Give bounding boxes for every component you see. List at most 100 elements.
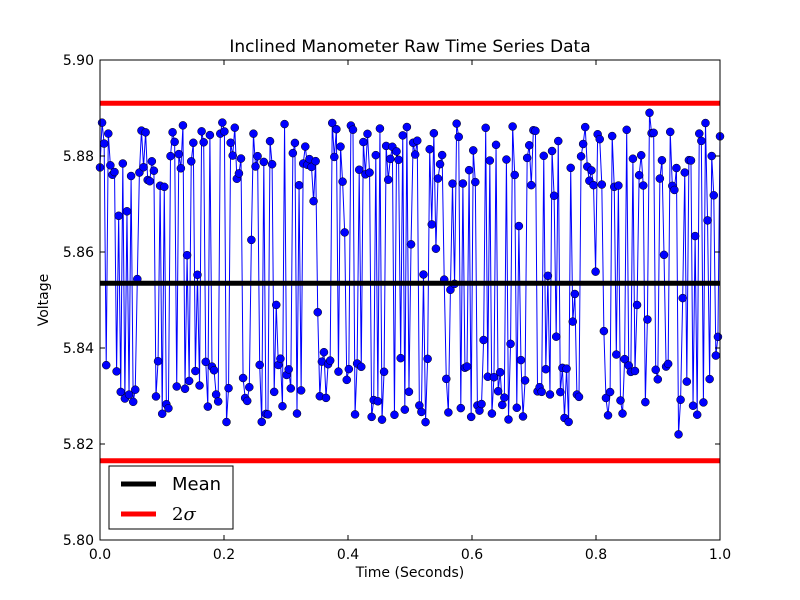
- data-point: [628, 154, 638, 163]
- data-point: [518, 412, 528, 421]
- data-point: [663, 359, 673, 369]
- data-point: [114, 211, 123, 221]
- data-point: [325, 356, 335, 365]
- data-point: [599, 326, 609, 336]
- data-point: [545, 390, 555, 399]
- data-point: [330, 152, 339, 162]
- legend: Mean 2σ: [108, 465, 234, 530]
- data-point: [334, 367, 343, 376]
- data-point: [452, 119, 461, 128]
- data-point: [697, 136, 706, 146]
- data-point: [410, 150, 420, 159]
- data-point: [651, 365, 660, 375]
- data-point: [498, 400, 507, 410]
- data-point: [390, 410, 399, 420]
- data-point: [195, 381, 204, 390]
- data-point: [359, 137, 368, 147]
- data-point: [466, 412, 476, 422]
- data-point: [423, 354, 432, 364]
- data-point: [643, 315, 652, 324]
- data-point: [564, 417, 573, 427]
- data-point: [379, 367, 389, 377]
- data-point: [402, 122, 412, 132]
- data-point: [118, 159, 128, 168]
- data-point: [601, 393, 611, 403]
- data-point: [131, 385, 140, 394]
- x-tick-label: 0.0: [89, 547, 111, 563]
- data-point: [377, 415, 387, 424]
- data-point: [435, 159, 445, 169]
- data-point: [589, 180, 598, 190]
- data-point: [404, 387, 414, 397]
- legend-sigma-digit: 2: [172, 504, 183, 525]
- data-point: [139, 163, 148, 172]
- data-point: [699, 398, 708, 407]
- data-point: [674, 430, 683, 439]
- y-tick-label: 5.88: [63, 149, 94, 165]
- data-point: [576, 152, 586, 161]
- data-point: [531, 126, 540, 136]
- data-point: [707, 151, 716, 161]
- data-point: [487, 409, 497, 418]
- data-point: [373, 397, 383, 406]
- data-point: [574, 392, 584, 402]
- data-point: [500, 393, 509, 402]
- data-point: [495, 368, 505, 377]
- data-point: [280, 119, 289, 129]
- data-point: [189, 138, 198, 148]
- data-point: [236, 154, 246, 163]
- data-point: [682, 377, 692, 386]
- data-layer: [95, 108, 725, 439]
- data-point: [307, 162, 316, 172]
- x-tick-label: 0.8: [585, 547, 607, 563]
- y-tick-label: 5.84: [63, 341, 94, 357]
- data-point: [688, 401, 698, 410]
- data-point: [147, 157, 157, 166]
- data-point: [286, 384, 296, 393]
- data-point: [551, 332, 561, 341]
- y-tick-label: 5.90: [63, 53, 94, 69]
- data-point: [543, 271, 553, 281]
- data-point: [510, 170, 519, 180]
- data-point: [539, 151, 548, 161]
- data-point: [636, 150, 646, 160]
- data-point: [649, 128, 658, 138]
- data-point: [491, 140, 501, 150]
- data-point: [319, 347, 329, 357]
- legend-box: [108, 465, 234, 530]
- data-point: [680, 168, 689, 177]
- data-point: [166, 151, 175, 161]
- data-point: [151, 392, 161, 401]
- data-point: [336, 142, 345, 151]
- data-point: [122, 207, 132, 216]
- data-point: [180, 384, 190, 394]
- data-point: [587, 166, 596, 175]
- data-point: [338, 177, 347, 186]
- data-point: [209, 366, 219, 375]
- data-point: [522, 153, 532, 163]
- data-point: [612, 350, 621, 359]
- data-point: [128, 397, 138, 407]
- data-point: [554, 136, 563, 146]
- data-point: [570, 289, 580, 299]
- x-axis-label: Time (Seconds): [355, 565, 464, 581]
- data-point: [288, 148, 298, 158]
- data-point: [527, 180, 536, 190]
- data-point: [350, 410, 360, 419]
- data-point: [516, 355, 526, 365]
- data-point: [605, 387, 615, 397]
- data-point: [506, 339, 515, 349]
- data-point: [245, 382, 254, 392]
- data-point: [711, 351, 721, 360]
- data-point: [578, 139, 588, 149]
- data-point: [659, 250, 669, 260]
- data-point: [367, 412, 376, 422]
- data-point: [514, 221, 524, 231]
- data-point: [259, 157, 269, 167]
- data-point: [580, 122, 590, 132]
- x-tick-label: 0.6: [461, 547, 483, 563]
- data-point: [425, 144, 434, 154]
- data-point: [193, 270, 202, 280]
- data-point: [294, 180, 304, 190]
- data-point: [375, 124, 385, 133]
